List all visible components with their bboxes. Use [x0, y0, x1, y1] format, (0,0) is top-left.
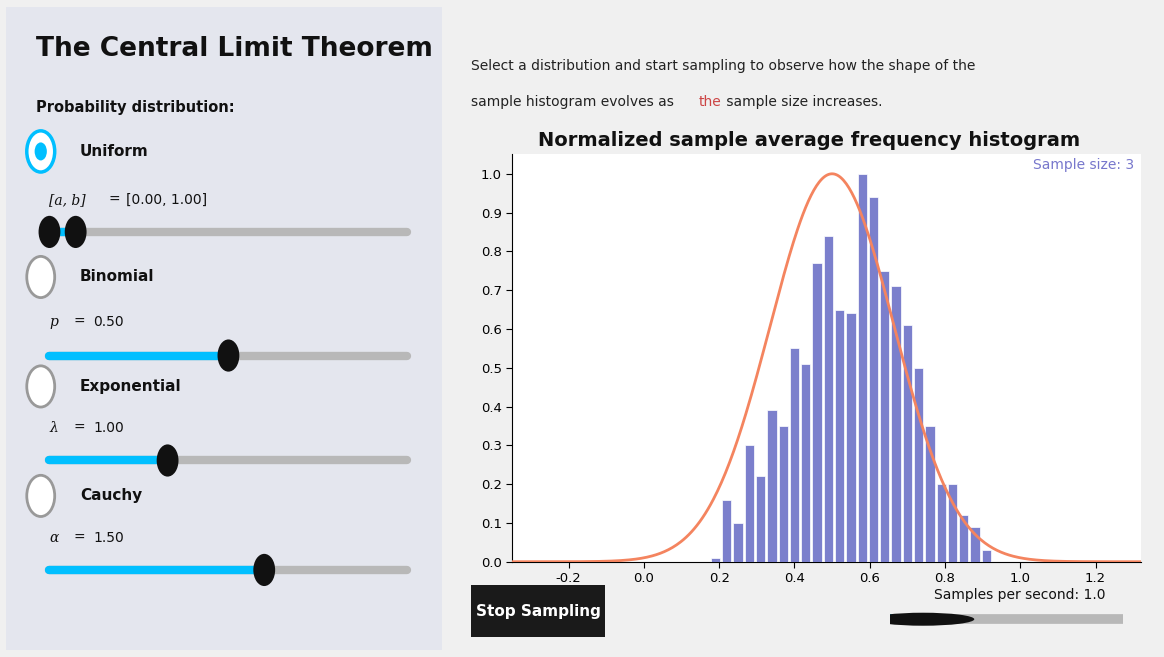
Text: Probability distribution:: Probability distribution: — [36, 100, 235, 115]
Bar — [801, 364, 810, 562]
Text: =: = — [73, 421, 85, 436]
Circle shape — [65, 216, 86, 248]
Circle shape — [27, 366, 55, 407]
Circle shape — [27, 475, 55, 516]
Circle shape — [35, 143, 47, 160]
Circle shape — [157, 444, 178, 476]
Text: Samples per second: 1.0: Samples per second: 1.0 — [935, 588, 1106, 602]
Bar — [880, 271, 889, 562]
Text: 1.00: 1.00 — [93, 421, 123, 436]
Text: sample size increases.: sample size increases. — [722, 95, 882, 109]
Bar — [745, 445, 754, 562]
Text: [a, b]: [a, b] — [49, 193, 86, 207]
Circle shape — [872, 613, 974, 625]
Text: =: = — [108, 193, 120, 207]
Bar — [846, 313, 856, 562]
Circle shape — [218, 340, 240, 372]
Bar — [858, 174, 867, 562]
Circle shape — [27, 131, 55, 172]
Bar — [779, 426, 788, 562]
FancyBboxPatch shape — [0, 0, 455, 657]
Circle shape — [38, 216, 61, 248]
Bar — [903, 325, 913, 562]
Bar — [925, 426, 935, 562]
Bar — [835, 309, 844, 562]
Text: =: = — [73, 315, 85, 329]
Bar — [812, 263, 822, 562]
Bar — [914, 368, 923, 562]
Bar — [959, 515, 968, 562]
Text: the: the — [698, 95, 722, 109]
Bar — [947, 484, 957, 562]
Text: Uniform: Uniform — [80, 144, 149, 159]
Text: Stop Sampling: Stop Sampling — [476, 604, 601, 618]
Text: p: p — [49, 315, 58, 329]
Bar — [868, 197, 878, 562]
Text: 1.50: 1.50 — [93, 531, 123, 545]
Text: Normalized sample average frequency histogram: Normalized sample average frequency hist… — [538, 131, 1080, 150]
Bar — [971, 527, 980, 562]
Text: sample histogram evolves as: sample histogram evolves as — [471, 95, 679, 109]
Bar — [937, 484, 946, 562]
Text: =: = — [73, 531, 85, 545]
Text: Binomial: Binomial — [80, 269, 155, 284]
Circle shape — [254, 554, 275, 586]
Bar — [767, 411, 776, 562]
Text: α: α — [49, 531, 59, 545]
Bar — [824, 236, 833, 562]
Bar — [733, 523, 743, 562]
Bar — [722, 500, 731, 562]
Text: Cauchy: Cauchy — [80, 488, 142, 503]
Bar — [755, 476, 765, 562]
Text: The Central Limit Theorem: The Central Limit Theorem — [36, 35, 433, 62]
Circle shape — [27, 256, 55, 298]
Text: Select a distribution and start sampling to observe how the shape of the: Select a distribution and start sampling… — [471, 59, 975, 73]
Text: Sample size: 3: Sample size: 3 — [1034, 158, 1135, 173]
Text: 0.50: 0.50 — [93, 315, 123, 329]
Bar — [892, 286, 901, 562]
Bar — [981, 550, 991, 562]
Text: λ: λ — [49, 421, 58, 436]
Text: Exponential: Exponential — [80, 379, 182, 394]
Text: [0.00, 1.00]: [0.00, 1.00] — [126, 193, 207, 207]
Bar — [711, 558, 721, 562]
FancyBboxPatch shape — [463, 581, 613, 641]
Bar — [790, 348, 799, 562]
